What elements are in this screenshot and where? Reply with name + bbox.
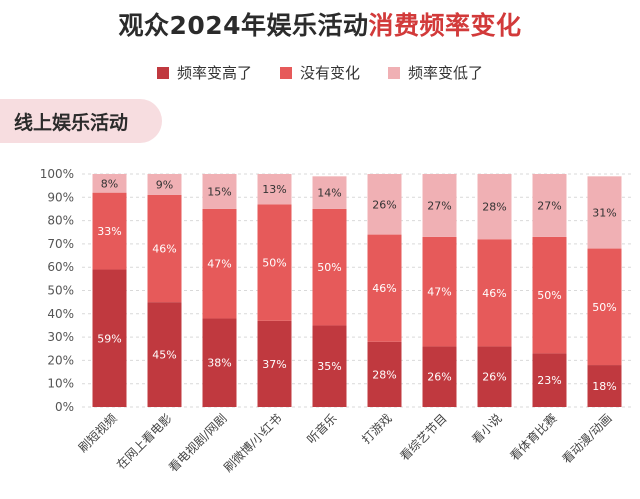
data-label: 18% [592, 380, 616, 393]
x-tick-label: 看动漫/动画 [559, 411, 614, 466]
x-tick-label: 刷短视频 [75, 411, 120, 456]
data-label: 50% [317, 261, 341, 274]
bar-segment [147, 174, 182, 195]
x-tick-label: 看小说 [469, 411, 505, 447]
data-label: 27% [537, 199, 561, 212]
bar-segment [477, 174, 512, 240]
data-label: 46% [152, 243, 176, 256]
bar-segment [422, 236, 457, 347]
bar-segment [257, 174, 292, 205]
bar-segment [477, 239, 512, 347]
data-label: 26% [372, 198, 396, 211]
data-label: 33% [97, 225, 121, 238]
data-label: 50% [592, 301, 616, 314]
bar-segment [202, 318, 237, 407]
legend-item-down: 频率变低了 [388, 62, 483, 83]
data-label: 31% [592, 206, 616, 219]
y-tick-label: 20% [47, 353, 74, 367]
bar-segment [92, 269, 127, 407]
legend-item-up: 频率变高了 [156, 62, 252, 83]
x-tick-label: 看体育比赛 [507, 411, 560, 464]
x-tick-label: 在网上看电影 [114, 411, 175, 472]
bar-segment [532, 236, 567, 354]
legend: 频率变高了 没有变化 频率变低了 [0, 62, 640, 83]
bar-segment [532, 174, 567, 237]
data-label: 45% [152, 349, 176, 362]
legend-swatch-same [279, 66, 292, 79]
y-tick-label: 40% [47, 307, 74, 321]
bar-segment [202, 174, 237, 209]
data-label: 8% [101, 177, 118, 190]
x-tick-label: 听音乐 [304, 411, 340, 447]
y-tick-label: 0% [55, 400, 74, 414]
bar-segment [367, 174, 402, 235]
bar-segment [147, 302, 182, 407]
x-tick-label: 刷微博/小红书 [220, 411, 284, 475]
bar-segment [312, 176, 347, 209]
x-tick-label: 看综艺节目 [397, 411, 449, 463]
legend-swatch-down [388, 66, 400, 79]
data-label: 26% [482, 371, 506, 384]
bar-segment [422, 346, 457, 407]
bar-segment [202, 208, 237, 319]
bar-segment [587, 248, 622, 366]
data-label: 47% [427, 286, 451, 299]
legend-swatch-up [156, 66, 169, 79]
bar-segment [367, 234, 402, 342]
section-label: 线上娱乐活动 [0, 99, 162, 143]
data-label: 23% [537, 374, 561, 387]
data-label: 35% [317, 360, 341, 373]
bar-segment [312, 208, 347, 326]
legend-label-same: 没有变化 [299, 64, 360, 82]
legend-item-same: 没有变化 [279, 62, 360, 83]
bar-segment [477, 346, 512, 407]
title-main: 观众2024年娱乐活动 [118, 11, 369, 40]
bar-segment [147, 194, 182, 303]
data-label: 37% [262, 358, 286, 371]
y-tick-label: 10% [47, 377, 74, 391]
data-label: 15% [207, 185, 231, 198]
data-label: 38% [207, 357, 231, 370]
chart-title: 观众2024年娱乐活动消费频率变化 [0, 6, 640, 42]
data-label: 28% [482, 201, 506, 214]
bar-segment [92, 174, 127, 193]
y-tick-label: 100% [40, 167, 74, 181]
data-label: 27% [427, 199, 451, 212]
legend-label-up: 频率变高了 [176, 64, 252, 82]
y-tick-label: 50% [47, 284, 74, 298]
data-label: 14% [317, 187, 341, 200]
data-label: 46% [482, 287, 506, 300]
bar-segment [257, 204, 292, 321]
y-tick-label: 90% [47, 190, 74, 204]
bar-segment [92, 192, 127, 270]
y-tick-label: 70% [47, 237, 74, 251]
bar-segment [422, 174, 457, 237]
data-label: 26% [427, 371, 451, 384]
bar-segment [532, 353, 567, 407]
data-label: 13% [262, 183, 286, 196]
data-label: 59% [97, 332, 121, 345]
legend-label-down: 频率变低了 [408, 64, 484, 82]
y-tick-label: 80% [47, 214, 74, 228]
bar-segment [587, 176, 622, 249]
data-label: 28% [372, 368, 396, 381]
y-tick-label: 60% [47, 260, 74, 274]
x-tick-label: 打游戏 [359, 411, 394, 446]
bar-segment [312, 325, 347, 407]
data-label: 9% [156, 178, 173, 191]
title-accent: 消费频率变化 [368, 11, 522, 40]
data-label: 50% [537, 289, 561, 302]
bar-segment [587, 365, 622, 407]
y-tick-label: 30% [47, 330, 74, 344]
data-label: 47% [207, 258, 231, 271]
bar-segment [367, 341, 402, 407]
data-label: 46% [372, 282, 396, 295]
data-label: 50% [262, 257, 286, 270]
bar-segment [257, 320, 292, 407]
